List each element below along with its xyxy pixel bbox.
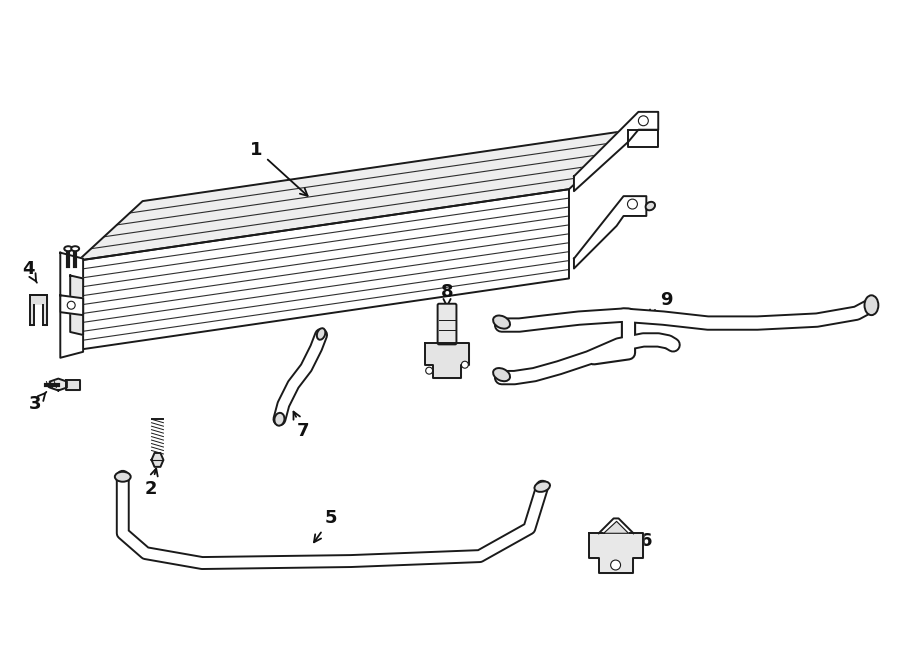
Polygon shape [574, 196, 646, 269]
Ellipse shape [115, 472, 130, 482]
FancyBboxPatch shape [437, 304, 456, 344]
Text: 8: 8 [441, 283, 454, 307]
Ellipse shape [645, 202, 655, 211]
Ellipse shape [274, 413, 284, 426]
Circle shape [426, 367, 433, 374]
Ellipse shape [64, 246, 72, 251]
Ellipse shape [493, 368, 510, 381]
Polygon shape [60, 253, 83, 357]
Text: 4: 4 [22, 260, 37, 283]
Ellipse shape [865, 295, 878, 315]
Polygon shape [70, 275, 83, 335]
Circle shape [638, 116, 648, 126]
Circle shape [462, 361, 468, 368]
Circle shape [610, 560, 621, 570]
Text: 9: 9 [647, 291, 672, 317]
Polygon shape [598, 518, 634, 534]
Polygon shape [60, 295, 83, 315]
Polygon shape [589, 534, 644, 573]
Text: 5: 5 [314, 510, 338, 542]
Ellipse shape [535, 481, 550, 492]
Polygon shape [628, 130, 658, 146]
Polygon shape [50, 379, 67, 391]
Ellipse shape [493, 316, 510, 328]
Polygon shape [33, 305, 43, 327]
Circle shape [627, 199, 637, 209]
Polygon shape [78, 130, 634, 261]
Polygon shape [30, 295, 48, 325]
Circle shape [68, 301, 76, 309]
Polygon shape [151, 453, 164, 467]
Ellipse shape [317, 328, 325, 340]
Polygon shape [78, 189, 569, 350]
Text: 7: 7 [293, 412, 310, 440]
Polygon shape [604, 522, 628, 534]
Ellipse shape [71, 246, 79, 251]
Text: 3: 3 [30, 392, 47, 413]
Polygon shape [425, 343, 469, 377]
Text: 2: 2 [144, 469, 158, 498]
Polygon shape [574, 112, 658, 191]
Text: 6: 6 [626, 532, 652, 550]
Polygon shape [67, 379, 80, 389]
Text: 1: 1 [250, 140, 308, 196]
